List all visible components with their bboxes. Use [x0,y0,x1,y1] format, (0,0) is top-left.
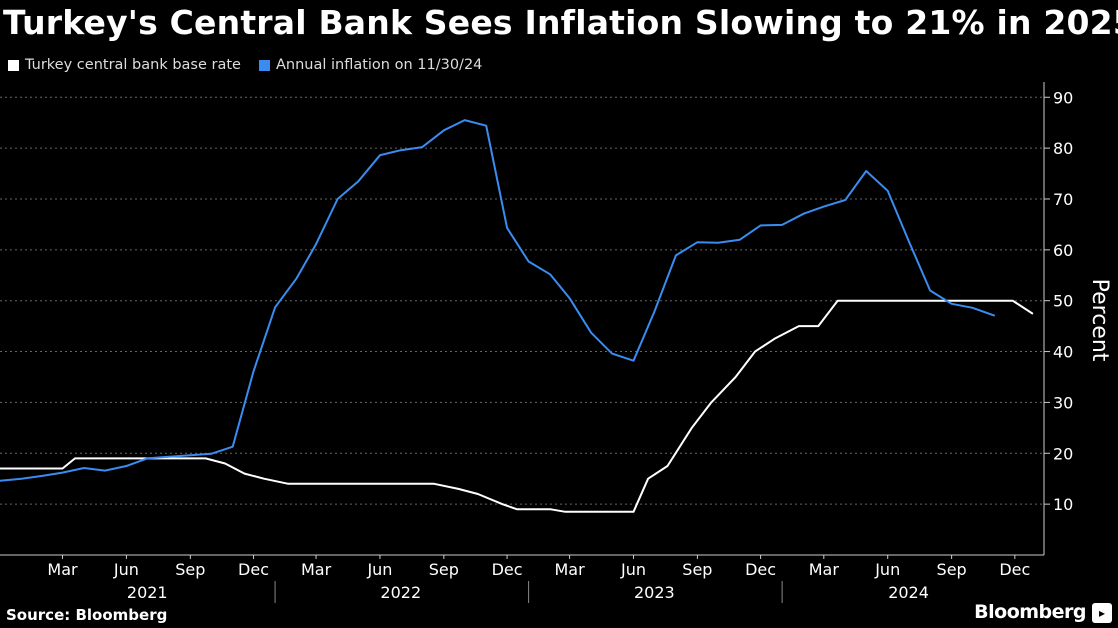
x-tick-label: Jun [874,560,900,579]
x-tick-label: Sep [175,560,205,579]
axes [0,82,1045,603]
source-note: Source: Bloomberg [6,606,168,624]
x-tick-label: Mar [554,560,585,579]
x-tick-label: Jun [113,560,139,579]
legend-swatch-base-rate [8,59,19,71]
y-tick-label: 50 [1053,292,1073,311]
legend-item-inflation: Annual inflation on 11/30/24 [258,57,483,73]
x-tick-label: Sep [937,560,967,579]
x-tick-label: Dec [999,560,1030,579]
y-tick-label: 20 [1053,444,1073,463]
x-tick-label: Jun [620,560,646,579]
series-line-base-rate [0,299,1034,513]
bloomberg-play-icon: ▸ [1092,603,1112,623]
x-tick-label: Dec [745,560,776,579]
chart-title: Turkey's Central Bank Sees Inflation Slo… [3,3,1118,42]
series-line-inflation [0,119,995,482]
series-lines [0,119,1034,513]
bloomberg-logo: Bloomberg [974,601,1086,623]
y-tick-label: 70 [1053,190,1073,209]
x-tick-label: Mar [301,560,332,579]
y-tick-label: 90 [1053,88,1073,107]
legend-label-inflation: Annual inflation on 11/30/24 [275,57,483,73]
x-tick-label: Mar [809,560,840,579]
x-year-label: 2022 [380,583,421,602]
x-axis-tick-labels: Mar Jun Sep Dec Mar Jun Sep Dec Mar Jun Sep Dec Mar J… [47,560,1030,602]
y-axis-tick-labels: 10 20 30 40 50 60 70 80 90 [1053,88,1073,514]
x-tick-label: Dec [238,560,269,579]
legend-label-base-rate: Turkey central bank base rate [25,57,241,73]
y-tick-label: 10 [1053,495,1073,514]
x-year-label: 2024 [888,583,929,602]
y-tick-label: 60 [1053,241,1073,260]
x-tick-label: Dec [492,560,523,579]
x-tick-label: Sep [429,560,459,579]
y-tick-label: 30 [1053,393,1073,412]
x-year-label: 2023 [634,583,675,602]
legend-swatch-inflation [258,59,270,71]
y-axis-title: Percent [1087,279,1112,362]
legend: Turkey central bank base rate Annual inf… [8,57,482,73]
x-year-label: 2021 [127,583,168,602]
y-tick-label: 40 [1053,343,1073,362]
y-tick-label: 80 [1053,139,1073,158]
x-tick-label: Jun [366,560,392,579]
legend-item-base-rate: Turkey central bank base rate [8,57,241,73]
x-tick-label: Sep [682,560,712,579]
x-tick-label: Mar [47,560,78,579]
